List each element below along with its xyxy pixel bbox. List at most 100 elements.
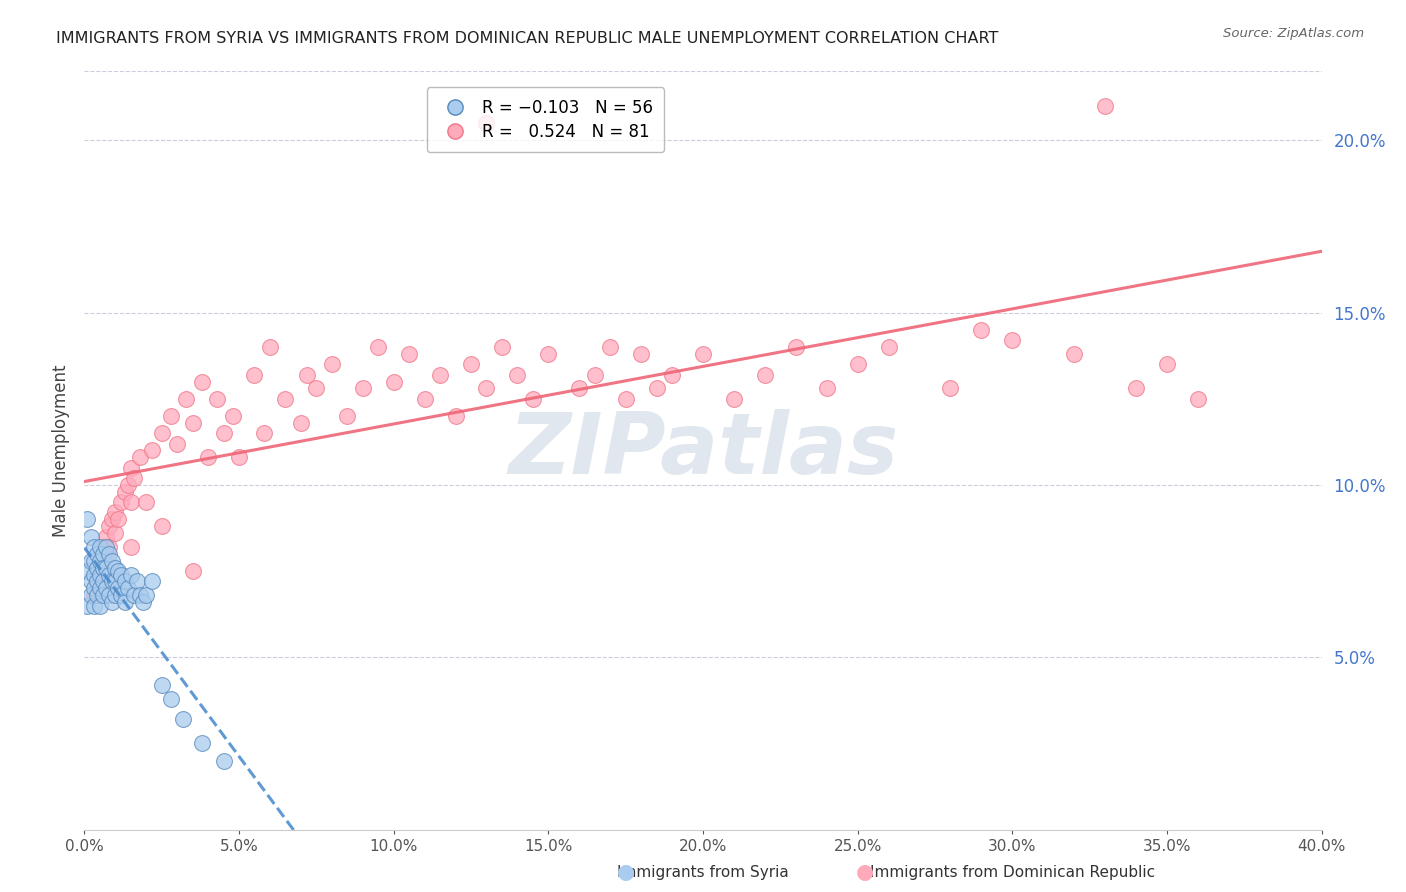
Point xyxy=(475,381,498,395)
Point xyxy=(120,460,142,475)
Point xyxy=(1001,333,1024,347)
Point xyxy=(537,347,560,361)
Point xyxy=(98,519,121,533)
Point xyxy=(212,426,235,441)
Point xyxy=(89,554,111,568)
Point xyxy=(1094,99,1116,113)
Point xyxy=(1063,347,1085,361)
Point xyxy=(94,560,117,574)
Point xyxy=(336,409,359,423)
Point xyxy=(89,540,111,554)
Text: ZIPatlas: ZIPatlas xyxy=(508,409,898,492)
Text: IMMIGRANTS FROM SYRIA VS IMMIGRANTS FROM DOMINICAN REPUBLIC MALE UNEMPLOYMENT CO: IMMIGRANTS FROM SYRIA VS IMMIGRANTS FROM… xyxy=(56,31,998,46)
Point xyxy=(352,381,374,395)
Point xyxy=(160,691,183,706)
Point xyxy=(176,392,198,406)
Point xyxy=(129,450,152,465)
Point xyxy=(939,381,962,395)
Point xyxy=(120,540,142,554)
Point xyxy=(83,554,105,568)
Point xyxy=(79,530,101,544)
Point xyxy=(522,392,544,406)
Point xyxy=(160,409,183,423)
Point xyxy=(107,582,129,596)
Point xyxy=(475,116,498,130)
Point xyxy=(83,599,105,613)
Point xyxy=(91,547,114,561)
Point xyxy=(222,409,245,423)
Point xyxy=(1156,357,1178,371)
Point xyxy=(460,357,482,371)
Point xyxy=(141,574,163,589)
Point xyxy=(120,567,142,582)
Point xyxy=(723,392,745,406)
Point xyxy=(76,599,98,613)
Point xyxy=(692,347,714,361)
Point xyxy=(506,368,529,382)
Point xyxy=(86,547,108,561)
Point xyxy=(815,381,838,395)
Point xyxy=(79,554,101,568)
Point xyxy=(94,547,117,561)
Point xyxy=(785,340,807,354)
Point xyxy=(91,554,114,568)
Point xyxy=(135,588,157,602)
Point xyxy=(846,357,869,371)
Point xyxy=(89,599,111,613)
Point xyxy=(83,582,105,596)
Point xyxy=(141,443,163,458)
Point xyxy=(181,564,204,578)
Point xyxy=(110,567,132,582)
Point xyxy=(94,540,117,554)
Point xyxy=(1125,381,1147,395)
Point xyxy=(583,368,606,382)
Point xyxy=(367,340,389,354)
Point xyxy=(120,495,142,509)
Point xyxy=(259,340,281,354)
Point xyxy=(98,567,121,582)
Point xyxy=(114,484,136,499)
Point xyxy=(135,495,157,509)
Point xyxy=(212,754,235,768)
Point xyxy=(98,547,121,561)
Point xyxy=(274,392,297,406)
Point xyxy=(79,574,101,589)
Point xyxy=(101,554,124,568)
Point xyxy=(89,574,111,589)
Point xyxy=(104,574,127,589)
Point xyxy=(197,450,219,465)
Point xyxy=(91,574,114,589)
Point xyxy=(76,512,98,526)
Point xyxy=(568,381,591,395)
Point xyxy=(181,416,204,430)
Point xyxy=(614,392,637,406)
Point xyxy=(207,392,229,406)
Point xyxy=(104,506,127,520)
Point xyxy=(107,512,129,526)
Text: Source: ZipAtlas.com: Source: ZipAtlas.com xyxy=(1223,27,1364,40)
Point xyxy=(101,512,124,526)
Point xyxy=(79,588,101,602)
Point xyxy=(129,588,152,602)
Point xyxy=(89,582,111,596)
Text: ●: ● xyxy=(856,863,873,882)
Text: ●: ● xyxy=(617,863,634,882)
Point xyxy=(191,375,214,389)
Point xyxy=(86,560,108,574)
Point xyxy=(228,450,250,465)
Point xyxy=(754,368,776,382)
Point xyxy=(429,368,451,382)
Point xyxy=(877,340,900,354)
Point xyxy=(243,368,266,382)
Point xyxy=(110,588,132,602)
Point xyxy=(94,530,117,544)
Point xyxy=(104,588,127,602)
Point xyxy=(101,595,124,609)
Point xyxy=(122,588,145,602)
Point xyxy=(83,567,105,582)
Point xyxy=(172,712,194,726)
Point xyxy=(150,426,173,441)
Point xyxy=(661,368,683,382)
Point xyxy=(125,574,148,589)
Point xyxy=(94,582,117,596)
